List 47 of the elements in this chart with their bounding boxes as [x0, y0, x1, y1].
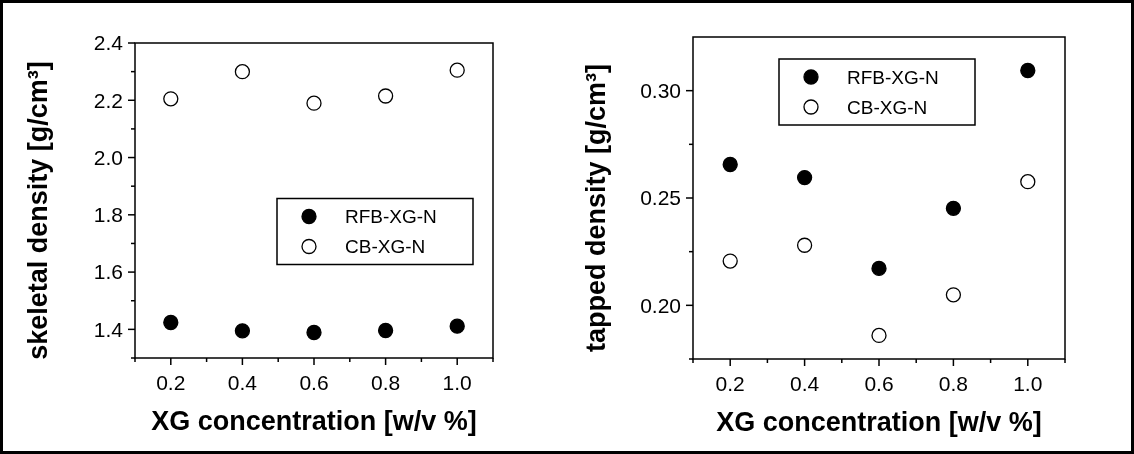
y-axis-title: tapped density [g/cm³]	[581, 63, 611, 353]
x-tick-label: 1.0	[1013, 372, 1043, 395]
point	[449, 318, 465, 334]
y-tick-label: 0.30	[640, 79, 681, 103]
y-axis-title: skeletal density [g/cm³]	[23, 61, 53, 360]
x-tick-label: 0.4	[790, 372, 820, 395]
x-tick-label: 0.4	[227, 371, 258, 394]
point	[945, 287, 962, 303]
point	[377, 322, 394, 339]
point	[722, 253, 738, 269]
point	[163, 314, 179, 331]
point	[722, 156, 738, 173]
x-tick-label: 1.0	[442, 371, 472, 394]
point	[796, 169, 813, 186]
y-tick-label: 0.25	[640, 186, 681, 210]
point	[449, 62, 465, 78]
x-tick-label: 0.2	[156, 371, 186, 394]
point	[945, 200, 962, 216]
y-tick-label: 1.6	[93, 260, 123, 284]
x-tick-label: 0.2	[715, 372, 745, 395]
y-tick-label: 2.2	[93, 88, 123, 112]
x-axis-title: XG concentration [w/v %]	[716, 407, 1042, 437]
point	[796, 237, 813, 253]
point	[306, 324, 322, 341]
point	[306, 95, 322, 111]
point	[1020, 62, 1036, 79]
y-tick-label: 2.0	[93, 145, 123, 169]
point	[234, 63, 251, 80]
y-tick-label: 0.20	[640, 293, 681, 317]
y-tick-label: 2.4	[93, 31, 124, 55]
point	[234, 323, 251, 339]
point	[871, 260, 887, 277]
x-axis-title: XG concentration [w/v %]	[151, 406, 477, 436]
point	[871, 327, 887, 344]
y-tick-label: 1.4	[93, 317, 124, 341]
legend-label: CB-XG-N	[345, 236, 426, 258]
y-tick-label: 1.8	[93, 203, 123, 227]
x-tick-label: 0.6	[864, 372, 894, 395]
legend-label: RFB-XG-N	[345, 206, 437, 228]
point	[1020, 174, 1036, 190]
x-tick-label: 0.8	[938, 372, 968, 395]
point	[377, 88, 394, 104]
x-tick-label: 0.8	[371, 371, 401, 394]
legend-label: CB-XG-N	[847, 96, 928, 118]
x-tick-label: 0.6	[299, 371, 329, 394]
legend-label: RFB-XG-N	[847, 66, 939, 88]
point	[163, 91, 179, 107]
